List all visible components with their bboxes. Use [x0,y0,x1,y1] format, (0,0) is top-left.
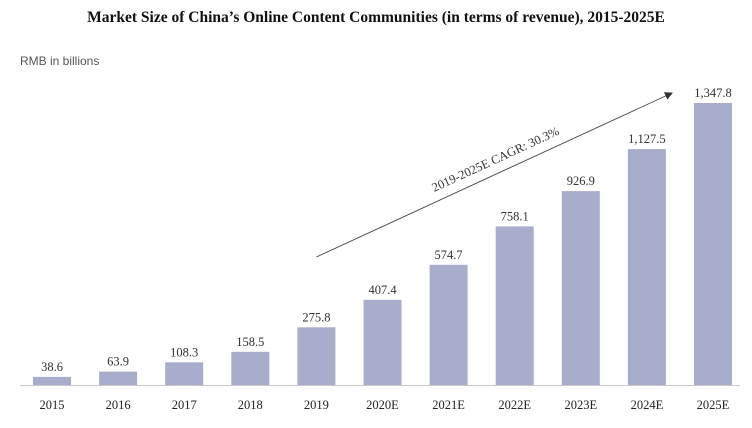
x-tick-2018: 2018 [238,398,263,412]
bar-2016 [99,371,138,385]
bar-2022E [495,226,534,385]
x-tick-2017: 2017 [172,398,197,412]
bar-2017 [165,362,204,385]
cagr-label: 2019-2025E CAGR: 30.3% [430,124,562,195]
x-tick-2024E: 2024E [631,398,664,412]
value-label-2020E: 407.4 [368,283,397,297]
bar-2020E [363,299,402,385]
bar-2024E [627,149,666,385]
x-tick-2015: 2015 [40,398,65,412]
bar-2019 [297,327,336,385]
value-label-2015: 38.6 [41,360,63,374]
x-tick-2020E: 2020E [366,398,399,412]
y-unit-label: RMB in billions [20,54,100,68]
value-label-2022E: 758.1 [501,209,529,223]
value-labels-layer: 38.6 63.9 108.3 158.5 275.8 407.4 574.7 758.1 92… [41,86,732,374]
x-tick-labels-layer: 2015 2016 2017 2018 2019 2020E 2021E 2022E 2023E… [40,398,730,412]
cagr-annotation: 2019-2025E CAGR: 30.3% [316,92,673,258]
cagr-arrow [316,92,673,258]
x-tick-2023E: 2023E [564,398,597,412]
value-label-2024E: 1,127.5 [628,132,666,146]
bar-2018 [231,351,270,385]
chart-title: Market Size of China’s Online Content Co… [87,9,665,26]
value-label-2021E: 574.7 [435,248,463,262]
x-tick-2021E: 2021E [432,398,465,412]
value-label-2018: 158.5 [236,335,264,349]
bar-2015 [33,376,71,385]
bar-2023E [561,191,600,385]
x-tick-2025E: 2025E [697,398,730,412]
bar-2025E [694,103,732,385]
bar-2021E [429,264,468,385]
x-tick-2022E: 2022E [498,398,531,412]
value-label-2023E: 926.9 [567,174,595,188]
value-label-2025E: 1,347.8 [694,86,732,100]
x-tick-2019: 2019 [304,398,329,412]
value-label-2019: 275.8 [302,310,330,324]
value-label-2017: 108.3 [170,345,198,359]
value-label-2016: 63.9 [107,355,129,369]
x-tick-2016: 2016 [106,398,131,412]
bars-layer [33,103,732,385]
